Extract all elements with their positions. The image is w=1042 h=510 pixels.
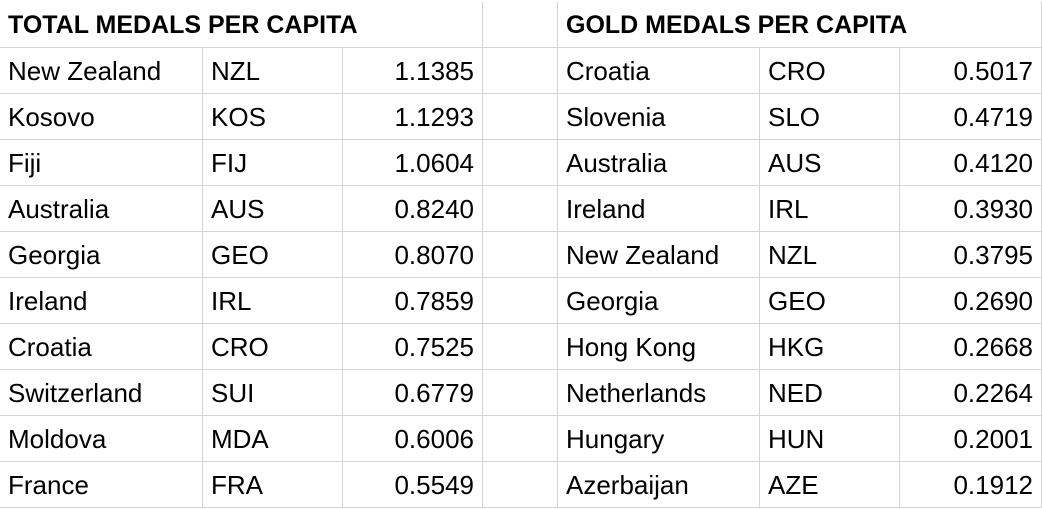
medals-per-capita: 0.5549 [343,462,483,508]
country-name: Australia [558,140,760,186]
country-code: SLO [760,94,900,140]
medals-per-capita: 0.6006 [343,416,483,462]
empty-cell [483,94,558,140]
country-code: FIJ [203,140,343,186]
country-code: IRL [203,278,343,324]
country-code: NED [760,370,900,416]
country-name: Slovenia [558,94,760,140]
medals-per-capita: 0.3930 [900,186,1042,232]
medals-per-capita: 0.5017 [900,48,1042,94]
medals-per-capita: 0.7859 [343,278,483,324]
country-name: Ireland [558,186,760,232]
medals-per-capita: 1.0604 [343,140,483,186]
country-name: Hong Kong [558,324,760,370]
table-title: TOTAL MEDALS PER CAPITA [0,2,483,48]
country-name: New Zealand [558,232,760,278]
medals-per-capita: 0.7525 [343,324,483,370]
country-code: AZE [760,462,900,508]
medals-per-capita: 0.8240 [343,186,483,232]
medals-per-capita: 0.2264 [900,370,1042,416]
country-code: AUS [203,186,343,232]
country-code: KOS [203,94,343,140]
empty-cell [483,2,558,48]
country-name: Netherlands [558,370,760,416]
empty-cell [483,462,558,508]
country-name: Ireland [0,278,203,324]
country-name: Kosovo [0,94,203,140]
empty-cell [483,278,558,324]
country-code: CRO [203,324,343,370]
country-name: Azerbaijan [558,462,760,508]
country-name: Moldova [0,416,203,462]
country-code: FRA [203,462,343,508]
medals-per-capita: 0.6779 [343,370,483,416]
country-name: Georgia [0,232,203,278]
country-code: CRO [760,48,900,94]
empty-cell [483,416,558,462]
medals-per-capita: 0.2001 [900,416,1042,462]
country-name: Georgia [558,278,760,324]
country-code: SUI [203,370,343,416]
country-name: Hungary [558,416,760,462]
medals-per-capita: 0.4719 [900,94,1042,140]
country-code: HKG [760,324,900,370]
medals-per-capita: 0.2690 [900,278,1042,324]
empty-cell [483,48,558,94]
country-name: Australia [0,186,203,232]
empty-cell [483,232,558,278]
medals-per-capita: 0.2668 [900,324,1042,370]
country-name: New Zealand [0,48,203,94]
country-name: Croatia [0,324,203,370]
medals-per-capita: 0.1912 [900,462,1042,508]
medals-per-capita: 0.8070 [343,232,483,278]
empty-cell [483,324,558,370]
country-name: Switzerland [0,370,203,416]
country-code: NZL [760,232,900,278]
country-code: MDA [203,416,343,462]
empty-cell [483,186,558,232]
empty-cell [483,370,558,416]
country-name: Fiji [0,140,203,186]
medals-per-capita: 0.3795 [900,232,1042,278]
table-title: GOLD MEDALS PER CAPITA [558,2,1042,48]
country-code: GEO [203,232,343,278]
country-code: NZL [203,48,343,94]
country-code: AUS [760,140,900,186]
medals-per-capita: 1.1293 [343,94,483,140]
country-code: GEO [760,278,900,324]
medals-per-capita: 1.1385 [343,48,483,94]
medals-per-capita: 0.4120 [900,140,1042,186]
country-code: HUN [760,416,900,462]
empty-cell [483,140,558,186]
country-name: France [0,462,203,508]
country-name: Croatia [558,48,760,94]
country-code: IRL [760,186,900,232]
